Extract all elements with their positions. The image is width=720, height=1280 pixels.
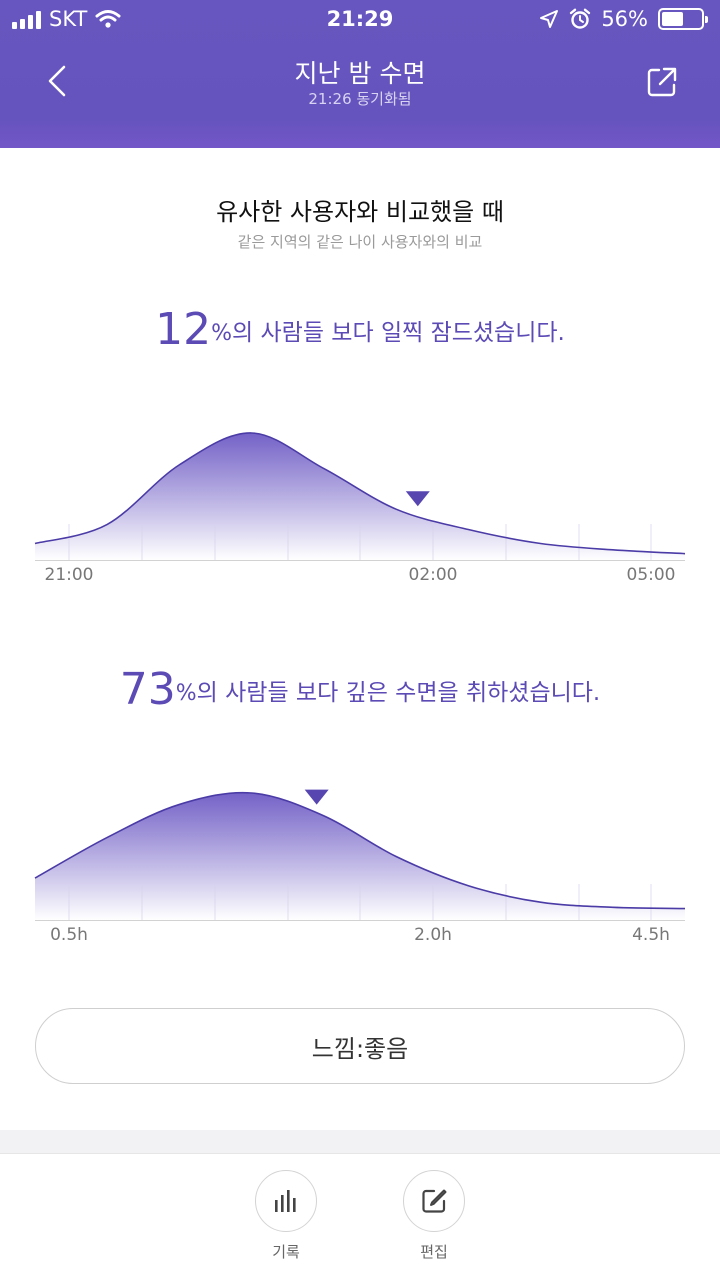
tab-edit-label: 편집 <box>420 1243 448 1261</box>
back-button[interactable] <box>34 58 80 104</box>
sync-status: 21:26 동기화됨 <box>308 90 412 108</box>
bedtime-percent-sign: % <box>211 321 233 346</box>
tab-edit[interactable]: 편집 <box>394 1170 474 1262</box>
header: SKT 21:29 56% <box>0 0 720 148</box>
status-bar: SKT 21:29 56% <box>0 0 720 40</box>
x-tick-label: 2.0h <box>414 925 452 945</box>
chevron-left-icon <box>48 65 66 97</box>
location-icon <box>540 10 559 28</box>
x-tick-label: 05:00 <box>627 565 676 585</box>
share-icon <box>647 67 677 97</box>
deep-sleep-stat: 73%의 사람들 보다 깊은 수면을 취하셨습니다. <box>0 664 720 715</box>
bottom-tab-bar: 기록 편집 <box>0 1155 720 1280</box>
share-button[interactable] <box>640 60 684 104</box>
user-position-marker <box>304 789 329 805</box>
section-divider <box>0 1130 720 1154</box>
bedtime-text: 의 사람들 보다 일찍 잠드셨습니다. <box>232 320 565 346</box>
wifi-icon <box>95 10 121 28</box>
bedtime-percent: 12 <box>155 304 212 355</box>
comparison-subtitle: 같은 지역의 같은 나이 사용자와의 비교 <box>237 233 483 251</box>
x-tick-label: 4.5h <box>632 925 670 945</box>
battery-percent: 56% <box>601 7 648 31</box>
deep-sleep-distribution-chart: 0.5h 2.0h 4.5h <box>0 760 720 960</box>
status-left: SKT <box>12 7 121 31</box>
bedtime-stat: 12%의 사람들 보다 일찍 잠드셨습니다. <box>0 304 720 355</box>
deep-sleep-text: 의 사람들 보다 깊은 수면을 취하셨습니다. <box>196 680 601 706</box>
page-title: 지난 밤 수면 <box>294 59 426 88</box>
carrier-name: SKT <box>49 7 88 31</box>
distribution-curve <box>34 432 686 555</box>
comparison-title: 유사한 사용자와 비교했을 때 <box>216 198 504 226</box>
deep-sleep-percent-sign: % <box>175 681 197 706</box>
x-tick-label: 02:00 <box>409 565 458 585</box>
signal-icon <box>12 9 41 29</box>
distribution-area <box>35 792 685 920</box>
status-right: 56% <box>539 7 708 31</box>
bedtime-distribution-chart: 21:00 02:00 05:00 <box>0 400 720 600</box>
distribution-curve <box>34 791 686 910</box>
edit-button[interactable] <box>403 1170 465 1232</box>
deep-sleep-chart-svg: 0.5h 2.0h 4.5h <box>34 789 686 945</box>
tab-history-label: 기록 <box>272 1243 300 1261</box>
x-tick-label: 21:00 <box>45 565 94 585</box>
user-position-marker <box>405 491 430 507</box>
nav-bar: 지난 밤 수면 21:26 동기화됨 <box>0 40 720 120</box>
tab-history[interactable]: 기록 <box>246 1170 326 1262</box>
x-tick-label: 0.5h <box>50 925 88 945</box>
deep-sleep-percent: 73 <box>119 664 176 715</box>
alarm-icon <box>570 8 591 29</box>
history-button[interactable] <box>255 1170 317 1232</box>
feeling-button[interactable]: 느낌:좋음 <box>35 1008 685 1084</box>
bedtime-chart-svg: 21:00 02:00 05:00 <box>34 432 686 585</box>
edit-icon <box>422 1189 447 1213</box>
status-time: 21:29 <box>326 7 394 31</box>
distribution-area <box>35 432 685 560</box>
battery-icon <box>658 8 708 30</box>
bar-chart-icon <box>275 1190 296 1212</box>
